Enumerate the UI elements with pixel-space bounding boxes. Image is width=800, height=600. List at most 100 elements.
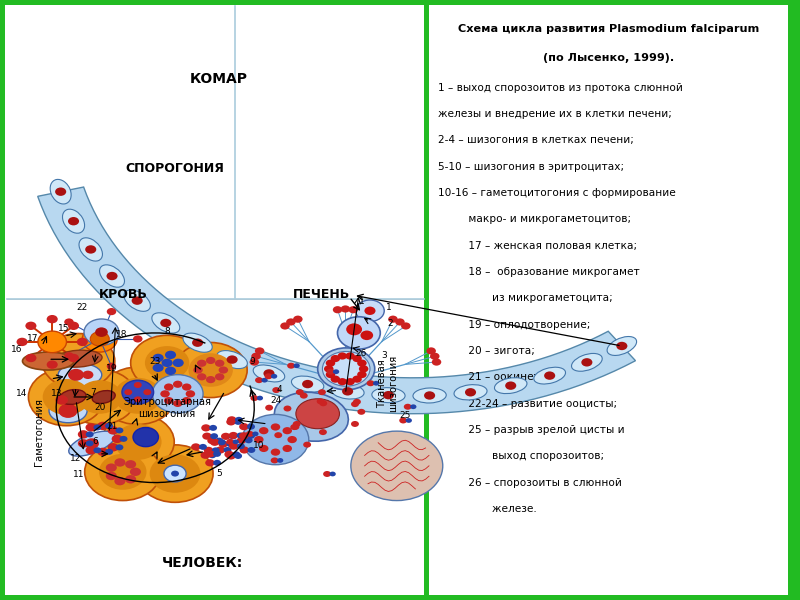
Circle shape bbox=[78, 430, 89, 439]
Circle shape bbox=[46, 361, 58, 369]
Text: 19: 19 bbox=[106, 364, 118, 373]
Circle shape bbox=[189, 353, 233, 387]
Circle shape bbox=[351, 431, 442, 500]
Circle shape bbox=[64, 352, 74, 359]
Circle shape bbox=[186, 390, 195, 397]
Circle shape bbox=[351, 421, 359, 427]
Circle shape bbox=[86, 440, 94, 446]
Circle shape bbox=[133, 428, 158, 446]
Circle shape bbox=[174, 343, 247, 398]
Circle shape bbox=[333, 370, 339, 374]
Circle shape bbox=[84, 319, 119, 346]
Circle shape bbox=[272, 387, 280, 393]
Circle shape bbox=[296, 389, 304, 395]
Text: Тканевая
шизогония: Тканевая шизогония bbox=[377, 355, 398, 412]
Circle shape bbox=[78, 380, 122, 414]
Circle shape bbox=[326, 369, 334, 375]
Circle shape bbox=[124, 389, 132, 395]
Circle shape bbox=[205, 450, 214, 457]
Circle shape bbox=[287, 363, 295, 368]
Text: 1 – выход спорозоитов из протока слюнной: 1 – выход спорозоитов из протока слюнной bbox=[438, 83, 683, 93]
Circle shape bbox=[206, 459, 214, 466]
Text: 16: 16 bbox=[10, 344, 22, 353]
Circle shape bbox=[86, 431, 94, 437]
Circle shape bbox=[133, 335, 142, 343]
Circle shape bbox=[55, 395, 68, 405]
Circle shape bbox=[286, 319, 296, 326]
Circle shape bbox=[239, 423, 249, 430]
Circle shape bbox=[388, 316, 398, 323]
Text: железе.: железе. bbox=[438, 504, 537, 514]
Circle shape bbox=[99, 454, 146, 490]
Circle shape bbox=[98, 422, 108, 430]
Circle shape bbox=[426, 347, 436, 355]
Text: 19 – оплодотворение;: 19 – оплодотворение; bbox=[438, 320, 590, 330]
Ellipse shape bbox=[571, 353, 602, 371]
Circle shape bbox=[134, 397, 142, 403]
Ellipse shape bbox=[79, 238, 102, 261]
Text: ПЕЧЕНЬ: ПЕЧЕНЬ bbox=[293, 287, 350, 301]
Circle shape bbox=[255, 377, 263, 383]
Ellipse shape bbox=[291, 376, 324, 392]
Ellipse shape bbox=[331, 383, 364, 399]
Circle shape bbox=[300, 392, 308, 398]
Circle shape bbox=[283, 406, 291, 412]
Circle shape bbox=[270, 457, 278, 463]
Text: 17 – женская половая клетка;: 17 – женская половая клетка; bbox=[438, 241, 638, 251]
Circle shape bbox=[223, 447, 231, 453]
Circle shape bbox=[42, 379, 90, 415]
Ellipse shape bbox=[296, 399, 339, 429]
Circle shape bbox=[232, 451, 240, 457]
Circle shape bbox=[114, 424, 162, 460]
Circle shape bbox=[206, 357, 215, 364]
Circle shape bbox=[106, 272, 118, 280]
Circle shape bbox=[68, 217, 79, 226]
Circle shape bbox=[226, 418, 236, 425]
Circle shape bbox=[319, 429, 327, 435]
Circle shape bbox=[245, 437, 253, 443]
Text: 21: 21 bbox=[106, 422, 118, 431]
Circle shape bbox=[424, 391, 435, 400]
Circle shape bbox=[125, 475, 136, 484]
Circle shape bbox=[94, 447, 102, 453]
Circle shape bbox=[361, 331, 373, 340]
Circle shape bbox=[150, 454, 200, 493]
Text: 25 – разрыв зрелой цисты и: 25 – разрыв зрелой цисты и bbox=[438, 425, 625, 435]
Circle shape bbox=[26, 354, 37, 362]
Circle shape bbox=[95, 328, 108, 337]
Circle shape bbox=[204, 447, 214, 454]
Circle shape bbox=[263, 369, 274, 377]
Circle shape bbox=[68, 354, 79, 362]
Ellipse shape bbox=[124, 290, 150, 311]
Circle shape bbox=[98, 448, 108, 456]
Circle shape bbox=[107, 426, 118, 434]
Circle shape bbox=[410, 404, 417, 409]
Text: 22-24 – развитие ооцисты;: 22-24 – развитие ооцисты; bbox=[438, 399, 618, 409]
Bar bbox=[429, 5, 788, 595]
Text: 17: 17 bbox=[26, 334, 38, 343]
Circle shape bbox=[353, 399, 361, 405]
Circle shape bbox=[270, 449, 280, 456]
Circle shape bbox=[237, 433, 245, 439]
Ellipse shape bbox=[62, 209, 85, 233]
Circle shape bbox=[63, 370, 136, 425]
Circle shape bbox=[383, 391, 394, 400]
Circle shape bbox=[153, 364, 164, 372]
Circle shape bbox=[237, 437, 246, 444]
Text: 18 –  образование микрогамет: 18 – образование микрогамет bbox=[438, 267, 640, 277]
Text: 2: 2 bbox=[388, 319, 394, 328]
Ellipse shape bbox=[318, 348, 374, 390]
Circle shape bbox=[115, 445, 123, 451]
Ellipse shape bbox=[274, 392, 348, 441]
Circle shape bbox=[212, 448, 220, 454]
Circle shape bbox=[165, 367, 176, 375]
Circle shape bbox=[206, 376, 215, 383]
Circle shape bbox=[165, 350, 176, 359]
Text: макро- и микрогаметоцитов;: макро- и микрогаметоцитов; bbox=[438, 214, 631, 224]
Ellipse shape bbox=[413, 388, 446, 403]
Circle shape bbox=[282, 427, 292, 434]
Text: 2-4 – шизогония в клетках печени;: 2-4 – шизогония в клетках печени; bbox=[438, 136, 634, 145]
Circle shape bbox=[77, 338, 88, 346]
Text: 24: 24 bbox=[270, 395, 281, 404]
Ellipse shape bbox=[99, 265, 125, 287]
